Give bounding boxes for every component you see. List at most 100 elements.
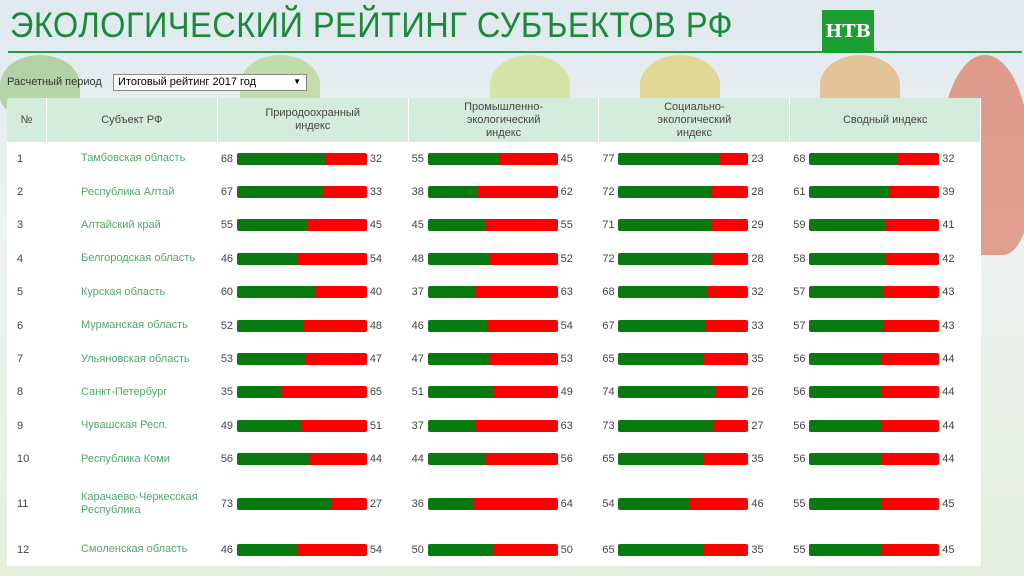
row-number: 2 <box>17 186 24 199</box>
bad-value: 45 <box>942 543 955 556</box>
good-value: 47 <box>411 353 424 366</box>
rating-table: № Субъект РФ Природоохранный индекс Пром… <box>7 98 981 567</box>
bar-bad-segment <box>308 219 367 232</box>
bar-bad-segment <box>325 152 367 165</box>
bar-good-segment <box>809 286 884 299</box>
row-number: 10 <box>17 453 30 466</box>
subject-link[interactable]: Республика Коми <box>80 452 170 465</box>
bar-good-segment <box>427 252 490 265</box>
good-value: 46 <box>411 319 424 332</box>
bar-good-segment <box>809 386 882 399</box>
subject-link[interactable]: Алтайский край <box>80 218 161 231</box>
summary-index-cell: 56 44 <box>790 453 981 466</box>
nature-index-bar <box>236 252 367 265</box>
subject-link[interactable]: Мурманская область <box>80 319 188 332</box>
summary-index-bar <box>809 252 940 265</box>
nature-index-bar <box>236 319 367 332</box>
bad-value: 43 <box>942 286 955 299</box>
industrial-index-cell: 51 49 <box>409 386 600 399</box>
bar-bad-segment <box>882 386 940 399</box>
good-value: 56 <box>793 353 806 366</box>
summary-index-bar <box>809 498 940 511</box>
good-value: 59 <box>793 219 806 232</box>
bar-good-segment <box>809 152 898 165</box>
ntv-logo: НТВ <box>822 10 874 53</box>
bar-bad-segment <box>474 498 558 511</box>
bar-bad-segment <box>305 353 367 366</box>
subject-link[interactable]: Ульяновская область <box>80 352 190 365</box>
social-index-bar <box>618 319 749 332</box>
bar-good-segment <box>236 152 326 165</box>
table-row: 6 Мурманская область 52 48 46 54 67 33 5… <box>7 309 981 342</box>
subject-link[interactable]: Тамбовская область <box>80 152 186 165</box>
bad-value: 33 <box>369 186 383 199</box>
bad-value: 28 <box>751 186 764 199</box>
good-value: 35 <box>220 386 234 399</box>
bar-bad-segment <box>884 252 940 265</box>
good-value: 72 <box>602 252 615 265</box>
dropdown-arrow-icon: ▼ <box>293 77 301 86</box>
bar-bad-segment <box>296 543 367 556</box>
good-value: 44 <box>411 453 424 466</box>
good-value: 55 <box>793 498 806 511</box>
table-row: 8 Санкт-Петербург 35 65 51 49 74 26 56 4… <box>7 376 981 409</box>
industrial-index-bar <box>427 219 558 232</box>
bar-good-segment <box>427 419 476 432</box>
bad-value: 63 <box>560 419 573 432</box>
social-index-cell: 72 28 <box>599 252 790 265</box>
bar-bad-segment <box>702 453 749 466</box>
bar-good-segment <box>427 286 476 299</box>
table-row: 3 Алтайский край 55 45 45 55 71 29 59 41 <box>7 209 981 242</box>
bad-value: 33 <box>751 319 764 332</box>
bad-value: 45 <box>942 498 955 511</box>
bar-good-segment <box>427 152 500 165</box>
bar-good-segment <box>809 543 881 556</box>
subject-link[interactable]: Смоленская область <box>80 543 188 556</box>
good-value: 77 <box>602 152 615 165</box>
nature-index-cell: 46 54 <box>218 543 409 556</box>
bad-value: 47 <box>369 353 383 366</box>
summary-index-bar <box>809 152 940 165</box>
period-select[interactable]: Итоговый рейтинг 2017 год ▼ <box>113 74 307 91</box>
row-number: 8 <box>17 386 24 399</box>
good-value: 68 <box>220 152 234 165</box>
industrial-index-bar <box>427 386 558 399</box>
good-value: 55 <box>411 152 424 165</box>
bar-bad-segment <box>304 319 367 332</box>
bar-bad-segment <box>487 319 558 332</box>
good-value: 55 <box>793 543 806 556</box>
nature-index-cell: 68 32 <box>218 152 409 165</box>
subject-link[interactable]: Курская область <box>80 285 166 298</box>
bad-value: 52 <box>560 252 573 265</box>
industrial-index-bar <box>427 252 558 265</box>
summary-index-cell: 68 32 <box>790 152 981 165</box>
bar-good-segment <box>236 319 305 332</box>
subject-link[interactable]: Чувашская Респ. <box>80 419 168 432</box>
bad-value: 40 <box>369 286 383 299</box>
bar-good-segment <box>809 219 886 232</box>
nature-index-cell: 60 40 <box>218 286 409 299</box>
bar-bad-segment <box>688 498 749 511</box>
bar-good-segment <box>236 353 306 366</box>
bad-value: 55 <box>560 219 573 232</box>
subject-link[interactable]: Санкт-Петербург <box>80 385 168 398</box>
row-number: 9 <box>17 419 24 432</box>
bad-value: 44 <box>942 453 955 466</box>
subject-link[interactable]: Республика Алтай <box>80 185 175 198</box>
bad-value: 45 <box>560 152 573 165</box>
summary-index-cell: 61 39 <box>790 186 981 199</box>
bar-bad-segment <box>702 543 749 556</box>
table-row: 1 Тамбовская область 68 32 55 45 77 23 6… <box>7 142 981 175</box>
table-row: 12 Смоленская область 46 54 50 50 65 35 … <box>7 533 981 566</box>
subject-link[interactable]: Белгородская область <box>80 252 196 265</box>
industrial-index-cell: 46 54 <box>409 319 600 332</box>
bar-bad-segment <box>706 286 749 299</box>
bar-bad-segment <box>490 252 558 265</box>
social-index-bar <box>618 453 749 466</box>
bar-good-segment <box>618 186 712 199</box>
good-value: 73 <box>220 498 234 511</box>
subject-link[interactable]: Карачаево-Черкесская Республика <box>80 491 198 517</box>
bad-value: 54 <box>369 252 383 265</box>
bar-bad-segment <box>314 286 367 299</box>
good-value: 56 <box>220 453 234 466</box>
